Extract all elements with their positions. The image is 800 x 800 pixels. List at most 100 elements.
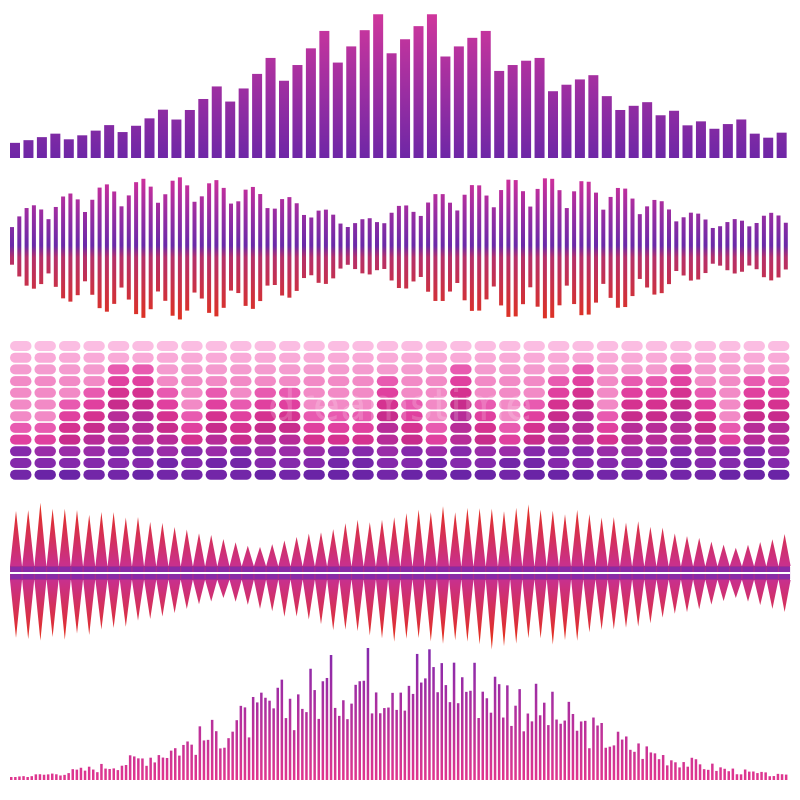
eq-cell	[132, 364, 154, 375]
wave-bar	[215, 731, 218, 780]
wave-bar	[10, 777, 13, 780]
eq-cell	[719, 469, 741, 480]
spike-up	[766, 539, 779, 566]
wave-bar	[682, 125, 693, 158]
eq-cell	[547, 446, 570, 457]
spike-down	[437, 580, 449, 644]
eq-cell	[230, 352, 252, 363]
eq-cell	[83, 341, 105, 351]
wave-bar	[63, 139, 74, 158]
spike-up	[400, 513, 413, 566]
eq-cell	[596, 364, 619, 375]
wave-bar	[309, 668, 312, 780]
wave-bar	[236, 201, 241, 294]
spike-down	[656, 580, 669, 618]
eq-cell	[474, 411, 497, 422]
wave-bar	[510, 725, 513, 780]
wave-bar	[739, 774, 743, 780]
wave-bar	[784, 774, 788, 780]
wave-bar	[436, 692, 439, 780]
wave-bar	[473, 662, 476, 780]
eq-cell	[547, 352, 570, 363]
eq-cell	[499, 434, 521, 445]
spike-up	[180, 529, 193, 566]
spike-down	[339, 580, 352, 630]
eq-cell	[596, 458, 619, 468]
wave-bar	[260, 692, 263, 780]
eq-cell	[474, 387, 497, 398]
spike-up	[729, 547, 742, 566]
wave-bar	[284, 718, 288, 780]
wave-bar	[26, 777, 29, 780]
wave-bar	[530, 721, 534, 780]
spike-up	[22, 510, 35, 566]
wave-bar	[171, 119, 182, 158]
wave-bar	[563, 720, 566, 780]
eq-cell	[10, 399, 32, 410]
wave-bar	[389, 212, 394, 281]
eq-cell	[352, 434, 374, 445]
eq-cell	[10, 364, 32, 375]
eq-cell	[670, 341, 692, 351]
spike-down	[644, 580, 657, 624]
eq-cell	[278, 458, 301, 468]
wave-bar	[467, 37, 478, 158]
eq-cell	[278, 399, 301, 410]
wave-bar	[559, 723, 562, 780]
eq-cell	[230, 376, 252, 387]
wave-bar	[596, 725, 599, 780]
spike-up	[315, 532, 327, 566]
wave-bar	[375, 222, 379, 271]
eq-cell	[450, 341, 472, 351]
eq-cell	[181, 352, 203, 363]
wave-bar	[667, 209, 671, 285]
eq-cell	[156, 399, 179, 410]
wave-bar	[547, 725, 550, 780]
wave-bar	[272, 708, 275, 780]
eq-cell	[303, 376, 325, 387]
wave-bar	[426, 202, 431, 292]
wave-bar	[131, 125, 142, 158]
wave-bar	[386, 53, 397, 158]
eq-cell	[401, 376, 423, 387]
eq-cell	[58, 434, 81, 445]
wave-bar	[480, 30, 491, 158]
wave-bar	[567, 701, 571, 780]
eq-cell	[694, 341, 717, 351]
wave-bar	[194, 754, 197, 780]
spike-down	[83, 580, 96, 635]
eq-cell	[499, 469, 521, 480]
wave-bar	[192, 201, 197, 293]
eq-cell	[523, 376, 545, 387]
wave-bar	[521, 60, 532, 158]
spike-down	[498, 580, 510, 647]
eq-cell	[376, 376, 399, 387]
wave-bar	[772, 776, 776, 780]
eq-cell	[694, 434, 717, 445]
wave-bar	[247, 737, 251, 780]
wave-bar	[177, 177, 182, 320]
spike-up	[510, 507, 523, 566]
eq-cell	[205, 446, 228, 457]
spike-up	[107, 512, 120, 566]
wave-bar	[764, 772, 767, 780]
eq-cell	[401, 341, 423, 351]
eq-cell	[83, 458, 105, 468]
wave-bar	[453, 46, 464, 158]
wave-bar	[469, 690, 472, 780]
spike-down	[144, 580, 157, 619]
wave-bar	[666, 765, 669, 780]
wave-bar	[783, 222, 788, 270]
eq-cell	[107, 422, 130, 433]
eq-cell	[743, 364, 765, 375]
eq-cell	[376, 434, 399, 445]
eq-cell	[303, 399, 325, 410]
wave-bar	[134, 182, 139, 315]
wave-bar	[506, 179, 511, 317]
wave-bar	[36, 137, 47, 158]
wave-bar	[571, 713, 575, 780]
wave-bar	[688, 212, 693, 281]
spike-down	[424, 580, 437, 642]
wave-bar	[661, 755, 665, 780]
eq-cell	[34, 364, 56, 375]
